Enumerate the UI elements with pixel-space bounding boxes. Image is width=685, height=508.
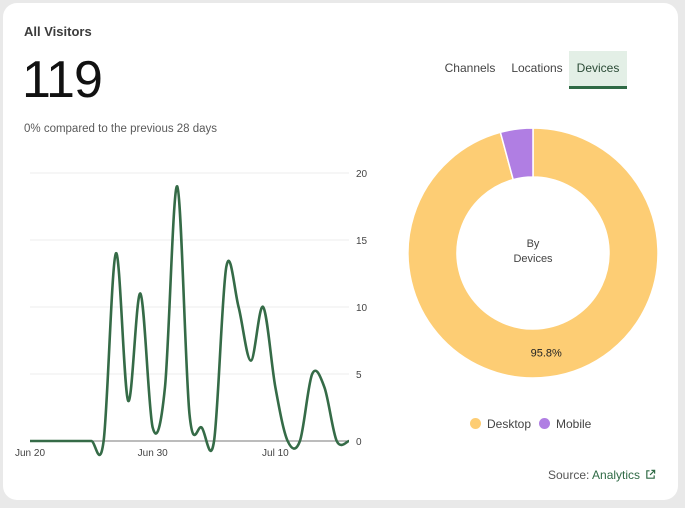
card-title: All Visitors: [24, 24, 92, 39]
y-tick-label: 10: [356, 303, 368, 314]
y-tick-label: 5: [356, 370, 362, 381]
y-tick-label: 0: [356, 437, 362, 448]
slice-desktop: [407, 127, 659, 379]
x-tick-label: Jul 10: [262, 448, 289, 459]
analytics-link[interactable]: Analytics: [592, 468, 656, 482]
source-line: Source: Analytics: [548, 468, 656, 482]
visitor-total: 119: [22, 51, 103, 109]
source-prefix: Source:: [548, 468, 593, 482]
legend-item-mobile: Mobile: [539, 417, 591, 431]
visitors-line-chart: 0 5 10 15 20 Jun 20 Jun 30 Jul 10: [15, 169, 368, 459]
y-tick-label: 15: [356, 236, 368, 247]
comparison-text: 0% compared to the previous 28 days: [24, 123, 218, 135]
donut-center-label: Devices: [513, 253, 553, 265]
slice-label-desktop: 95.8%: [531, 348, 562, 360]
legend-desktop-label: Desktop: [487, 417, 532, 431]
legend-item-desktop: Desktop: [470, 417, 531, 431]
legend-mobile-label: Mobile: [556, 417, 592, 431]
x-tick-label: Jun 20: [15, 448, 45, 459]
legend-desktop-swatch: [470, 418, 481, 429]
tab-devices[interactable]: Devices: [569, 51, 627, 89]
devices-donut-chart: 95.8% By Devices: [407, 127, 659, 379]
tab-channels[interactable]: Channels: [444, 61, 496, 75]
tab-locations[interactable]: Locations: [511, 61, 563, 75]
analytics-link-label: Analytics: [592, 468, 641, 482]
visitors-series-line: [29, 185, 350, 457]
y-tick-label: 20: [356, 169, 368, 180]
x-tick-label: Jun 30: [138, 448, 168, 459]
donut-center-label: By: [527, 238, 540, 250]
all-visitors-card: All Visitors 119 0% compared to the prev…: [3, 3, 678, 500]
external-link-icon: [646, 469, 656, 479]
slice-mobile: [499, 127, 534, 181]
legend-mobile-swatch: [539, 418, 550, 429]
